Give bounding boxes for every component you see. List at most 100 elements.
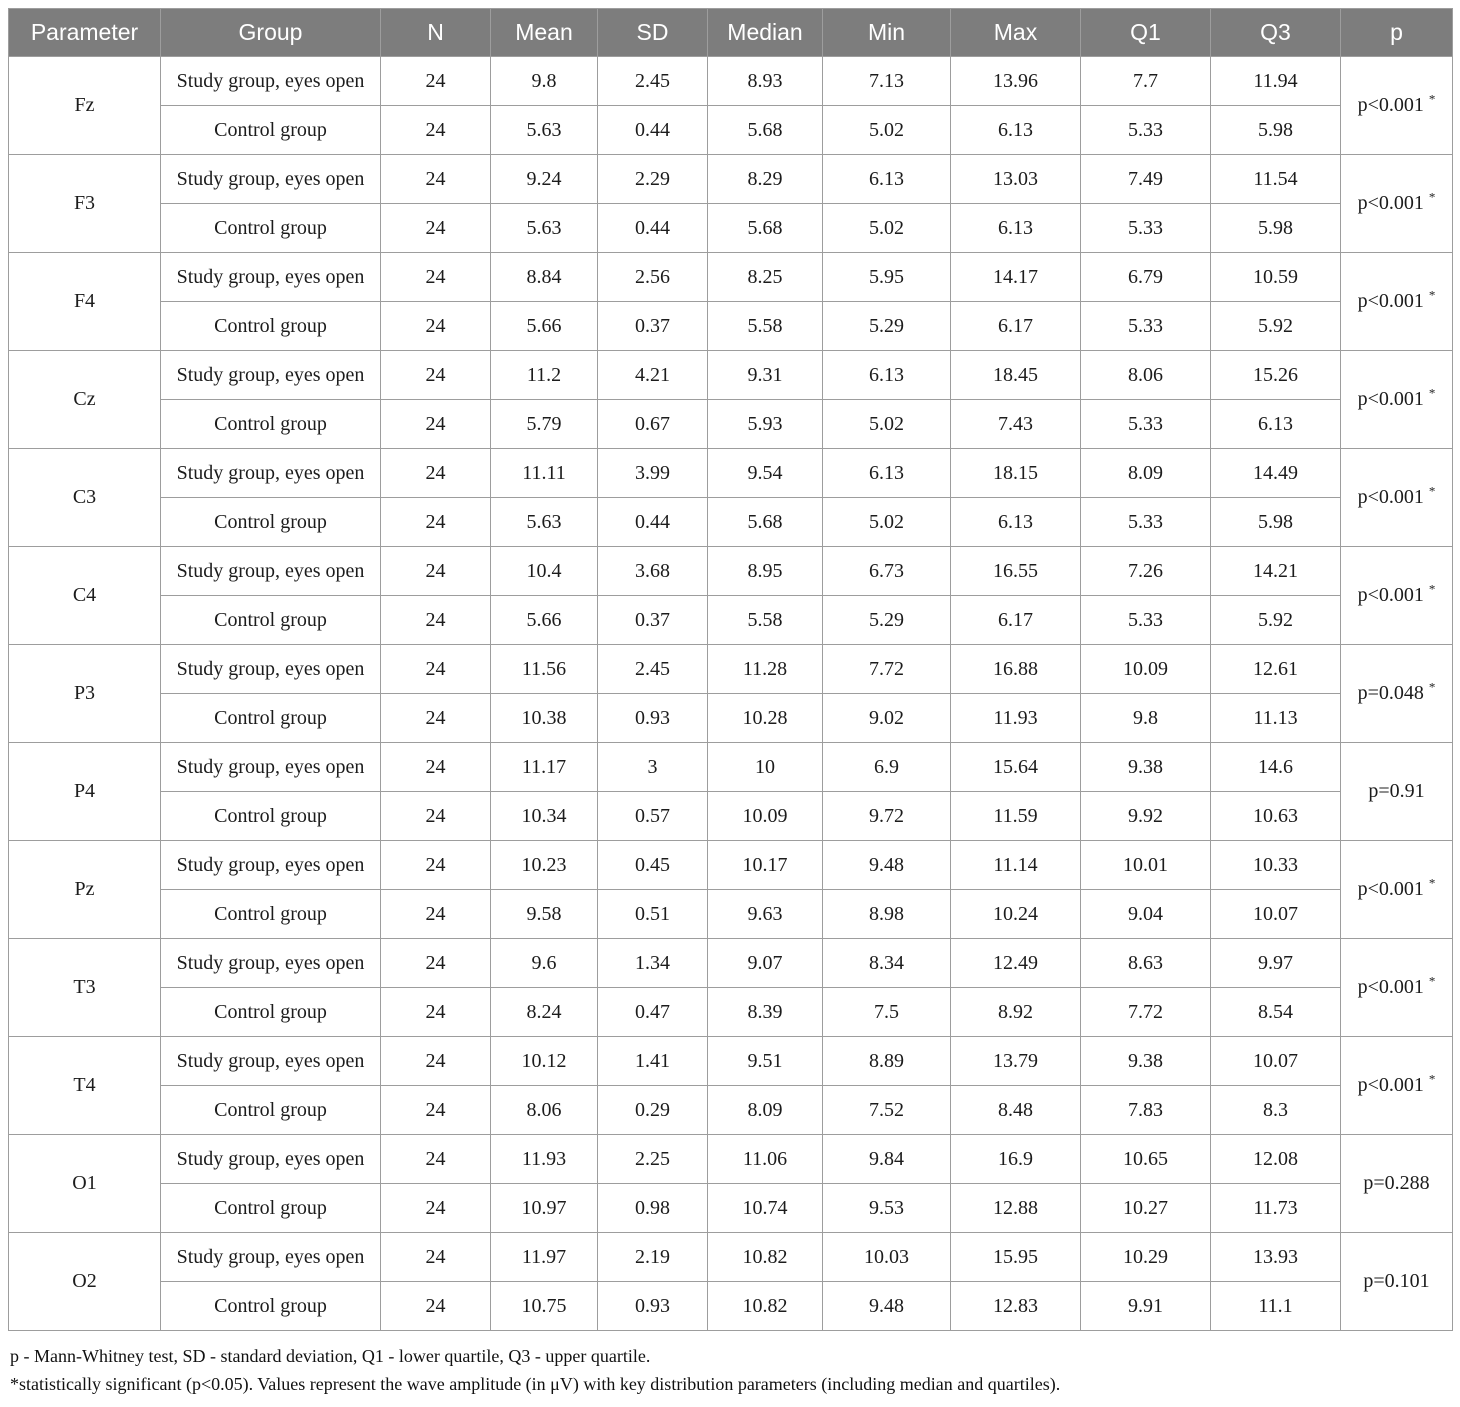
median-cell: 9.31 (707, 350, 823, 400)
min-cell: 6.73 (822, 546, 951, 596)
max-cell: 8.48 (950, 1085, 1081, 1135)
q3-cell: 8.3 (1210, 1085, 1341, 1135)
n-cell: 24 (380, 399, 491, 449)
max-cell: 12.49 (950, 938, 1081, 988)
min-cell: 7.72 (822, 644, 951, 694)
n-cell: 24 (380, 154, 491, 204)
group-cell: Control group (160, 301, 381, 351)
sd-cell: 0.37 (597, 301, 708, 351)
p-value: p<0.001 (1357, 94, 1424, 116)
median-cell: 10.09 (707, 791, 823, 841)
q1-cell: 7.7 (1080, 56, 1211, 106)
sd-cell: 0.51 (597, 889, 708, 939)
min-cell: 9.48 (822, 840, 951, 890)
sd-cell: 0.98 (597, 1183, 708, 1233)
sd-cell: 3.99 (597, 448, 708, 498)
n-cell: 24 (380, 252, 491, 302)
p-value-cell: p<0.001 * (1340, 154, 1453, 253)
table-row: Control group 24 5.66 0.37 5.58 5.29 6.17 5.33 5… (9, 595, 1453, 645)
mean-cell: 11.17 (490, 742, 598, 792)
n-cell: 24 (380, 203, 491, 253)
min-cell: 5.02 (822, 203, 951, 253)
table-body: Fz Study group, eyes open 24 9.8 2.45 8.93 7.1… (8, 56, 1453, 1331)
n-cell: 24 (380, 742, 491, 792)
sd-cell: 1.34 (597, 938, 708, 988)
group-cell: Study group, eyes open (160, 1134, 381, 1184)
statistics-table: Parameter Group N Mean SD Median Min Max Q1 Q3 p F… (8, 8, 1453, 1331)
n-cell: 24 (380, 105, 491, 155)
median-cell: 8.09 (707, 1085, 823, 1135)
q3-cell: 11.13 (1210, 693, 1341, 743)
mean-cell: 9.6 (490, 938, 598, 988)
p-value: p=0.048 (1357, 682, 1424, 704)
n-cell: 24 (380, 1036, 491, 1086)
n-cell: 24 (380, 497, 491, 547)
median-cell: 5.68 (707, 203, 823, 253)
max-cell: 12.83 (950, 1281, 1081, 1331)
max-cell: 11.14 (950, 840, 1081, 890)
mean-cell: 8.24 (490, 987, 598, 1037)
table-row: T4 Study group, eyes open 24 10.12 1.41 9.51 8… (8, 1036, 1453, 1135)
min-cell: 8.98 (822, 889, 951, 939)
n-cell: 24 (380, 644, 491, 694)
max-cell: 6.17 (950, 595, 1081, 645)
p-value-cell: p<0.001 * (1340, 1036, 1453, 1135)
significance-star: * (1428, 1071, 1436, 1087)
min-cell: 6.13 (822, 154, 951, 204)
min-cell: 5.95 (822, 252, 951, 302)
q1-cell: 9.38 (1080, 742, 1211, 792)
min-cell: 8.34 (822, 938, 951, 988)
group-cell: Study group, eyes open (160, 56, 381, 106)
group-cell: Control group (160, 497, 381, 547)
max-cell: 15.95 (950, 1232, 1081, 1282)
column-header-q3: Q3 (1210, 8, 1341, 57)
sd-cell: 0.29 (597, 1085, 708, 1135)
sd-cell: 1.41 (597, 1036, 708, 1086)
q1-cell: 5.33 (1080, 595, 1211, 645)
p-value: p<0.001 (1357, 388, 1424, 410)
table-row: Control group 24 5.79 0.67 5.93 5.02 7.43 5.33 6… (9, 399, 1453, 449)
mean-cell: 9.8 (490, 56, 598, 106)
min-cell: 5.02 (822, 105, 951, 155)
parameter-cell: C4 (8, 546, 161, 645)
p-value-cell: p=0.91 (1340, 742, 1453, 841)
table-row: Fz Study group, eyes open 24 9.8 2.45 8.93 7.1… (8, 56, 1453, 155)
table-row: Control group 24 10.38 0.93 10.28 9.02 11.93 9.… (9, 693, 1453, 743)
parameter-cell: O1 (8, 1134, 161, 1233)
p-value: p<0.001 (1357, 486, 1424, 508)
mean-cell: 8.06 (490, 1085, 598, 1135)
table-row: Control group 24 9.58 0.51 9.63 8.98 10.24 9.04… (9, 889, 1453, 939)
max-cell: 14.17 (950, 252, 1081, 302)
significance-star: * (1428, 385, 1436, 401)
n-cell: 24 (380, 56, 491, 106)
q3-cell: 12.61 (1210, 644, 1341, 694)
significance-star: * (1428, 581, 1436, 597)
min-cell: 7.13 (822, 56, 951, 106)
q3-cell: 15.26 (1210, 350, 1341, 400)
parameter-cell: O2 (8, 1232, 161, 1331)
n-cell: 24 (380, 350, 491, 400)
n-cell: 24 (380, 595, 491, 645)
column-header-q1: Q1 (1080, 8, 1211, 57)
significance-star: * (1428, 875, 1436, 891)
max-cell: 11.93 (950, 693, 1081, 743)
sd-cell: 3 (597, 742, 708, 792)
q1-cell: 7.72 (1080, 987, 1211, 1037)
table-row: Control group 24 5.63 0.44 5.68 5.02 6.13 5.33 5… (9, 203, 1453, 253)
q3-cell: 13.93 (1210, 1232, 1341, 1282)
mean-cell: 5.66 (490, 301, 598, 351)
q1-cell: 5.33 (1080, 105, 1211, 155)
median-cell: 5.58 (707, 595, 823, 645)
parameter-cell: Pz (8, 840, 161, 939)
mean-cell: 10.34 (490, 791, 598, 841)
group-cell: Study group, eyes open (160, 448, 381, 498)
mean-cell: 5.63 (490, 497, 598, 547)
table-row: Control group 24 5.66 0.37 5.58 5.29 6.17 5.33 5… (9, 301, 1453, 351)
mean-cell: 11.56 (490, 644, 598, 694)
mean-cell: 11.93 (490, 1134, 598, 1184)
max-cell: 13.79 (950, 1036, 1081, 1086)
max-cell: 18.45 (950, 350, 1081, 400)
table-row: O1 Study group, eyes open 24 11.93 2.25 11.06… (8, 1134, 1453, 1233)
group-cell: Control group (160, 105, 381, 155)
